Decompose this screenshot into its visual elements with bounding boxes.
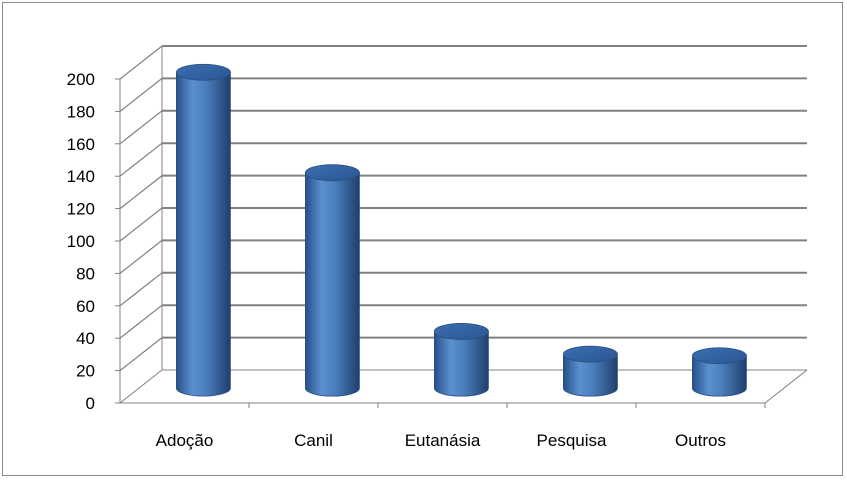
y-tick-label: 60 (76, 297, 95, 316)
x-axis: Adoção Canil Eutanásia Pesquisa Outros (156, 403, 766, 450)
x-tick-label: Eutanásia (405, 431, 481, 450)
y-tick-label: 180 (67, 102, 95, 121)
bar-body (305, 172, 360, 397)
gridline-side (119, 272, 163, 307)
y-tick-label: 100 (67, 232, 95, 251)
y-tick-label: 120 (67, 200, 95, 219)
bar (563, 345, 618, 397)
bar-body (434, 331, 489, 397)
bar-body (692, 355, 747, 397)
x-tick-label: Pesquisa (537, 431, 607, 450)
floor-right-edge (764, 369, 808, 404)
bar (175, 63, 231, 397)
y-axis: 0 20 40 60 80 100 120 140 160 180 200 (67, 70, 120, 413)
y-tick-label: 80 (76, 264, 95, 283)
gridline-side (119, 304, 163, 339)
gridline-side (119, 45, 163, 80)
y-tick-label: 160 (67, 135, 95, 154)
bar (304, 164, 360, 397)
bar-top (175, 63, 231, 81)
gridline-side (119, 207, 163, 242)
bar-top (433, 323, 489, 340)
gridline-side (119, 77, 163, 112)
floor-left-edge (119, 369, 163, 404)
gridline-side (119, 239, 163, 274)
gridline-side (119, 110, 163, 145)
gridline-side (119, 175, 163, 210)
bar (692, 347, 747, 397)
x-tick-label: Canil (294, 431, 333, 450)
bar-body (176, 71, 231, 397)
bar (433, 323, 489, 397)
gridline-side (119, 337, 163, 372)
y-tick-label: 140 (67, 167, 95, 186)
bar-body (563, 353, 618, 397)
gridlines (119, 45, 807, 372)
bar-top (304, 164, 360, 182)
bar-top (692, 347, 747, 365)
gridline-side (119, 142, 163, 177)
x-tick-label: Adoção (156, 431, 214, 450)
x-tick-label: Outros (675, 431, 726, 450)
y-tick-label: 40 (76, 329, 95, 348)
y-tick-label: 200 (67, 70, 95, 89)
y-tick-label: 20 (76, 362, 95, 381)
bar-top (563, 345, 618, 363)
bars (175, 63, 747, 397)
y-tick-label: 0 (86, 394, 95, 413)
